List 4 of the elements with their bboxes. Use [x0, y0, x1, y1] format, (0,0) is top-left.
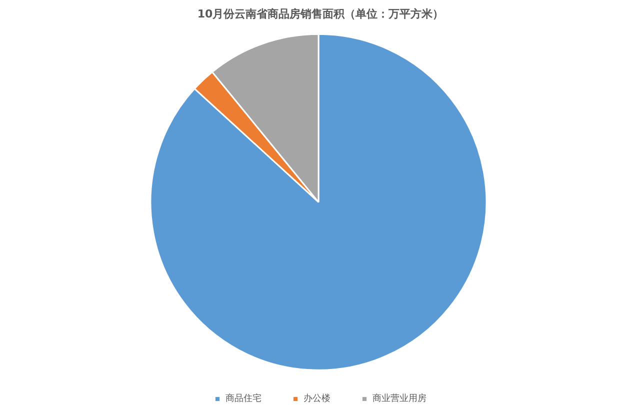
- legend-label: 商业营业用房: [372, 392, 426, 405]
- chart-title: 10月份云南省商品房销售面积（单位：万平方米）: [197, 8, 444, 20]
- legend-label: 办公楼: [304, 392, 330, 405]
- legend-label: 商品住宅: [226, 392, 262, 405]
